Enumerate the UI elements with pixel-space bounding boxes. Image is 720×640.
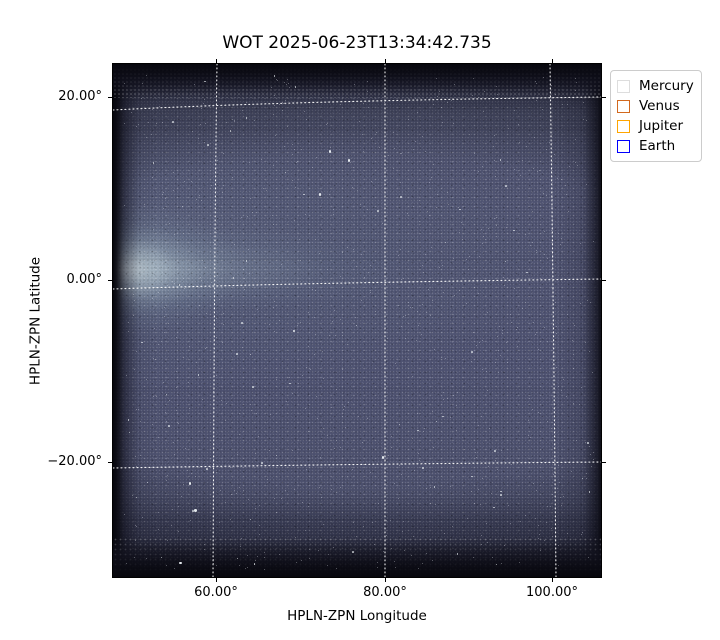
legend-label: Jupiter <box>639 118 684 134</box>
legend-marker-icon <box>617 79 630 93</box>
x-tick-mark <box>385 59 386 63</box>
legend-label: Mercury <box>639 78 694 94</box>
legend-label: Earth <box>639 138 676 154</box>
y-axis-label: HPLN-ZPN Latitude <box>27 256 44 386</box>
legend-marker-icon <box>617 119 630 133</box>
x-tick-mark <box>216 59 217 63</box>
y-tick-label-0: 20.00° <box>58 89 102 104</box>
x-tick-label-2: 100.00° <box>526 585 578 600</box>
image-plot-axes[interactable] <box>112 63 602 578</box>
x-tick-mark <box>552 59 553 63</box>
corner-vignette <box>113 64 601 577</box>
top-noise-band <box>113 64 601 98</box>
y-tick-mark <box>108 280 112 281</box>
x-tick-label-1: 80.00° <box>363 585 407 600</box>
page-title: WOT 2025-06-23T13:34:42.735 <box>222 33 492 53</box>
coordinate-grid <box>113 64 601 577</box>
y-tick-mark <box>602 280 606 281</box>
y-tick-mark <box>108 462 112 463</box>
legend-item-mercury[interactable]: Mercury <box>617 76 694 96</box>
y-tick-mark <box>602 462 606 463</box>
legend-marker-icon <box>617 99 630 113</box>
legend-item-jupiter[interactable]: Jupiter <box>617 116 694 136</box>
legend-label: Venus <box>639 98 680 114</box>
y-tick-mark <box>602 97 606 98</box>
legend-item-earth[interactable]: Earth <box>617 136 694 156</box>
legend-box[interactable]: Mercury Venus Jupiter Earth <box>610 70 702 162</box>
y-tick-mark <box>108 97 112 98</box>
x-axis-label: HPLN-ZPN Longitude <box>287 608 427 624</box>
x-tick-mark <box>385 578 386 582</box>
x-tick-mark <box>216 578 217 582</box>
legend-marker-icon <box>617 139 630 153</box>
y-tick-label-1: 0.00° <box>66 272 102 287</box>
bottom-noise-band <box>113 537 601 577</box>
x-tick-mark <box>552 578 553 582</box>
legend-item-venus[interactable]: Venus <box>617 96 694 116</box>
x-tick-label-0: 60.00° <box>194 585 238 600</box>
y-tick-label-2: −20.00° <box>47 454 102 469</box>
